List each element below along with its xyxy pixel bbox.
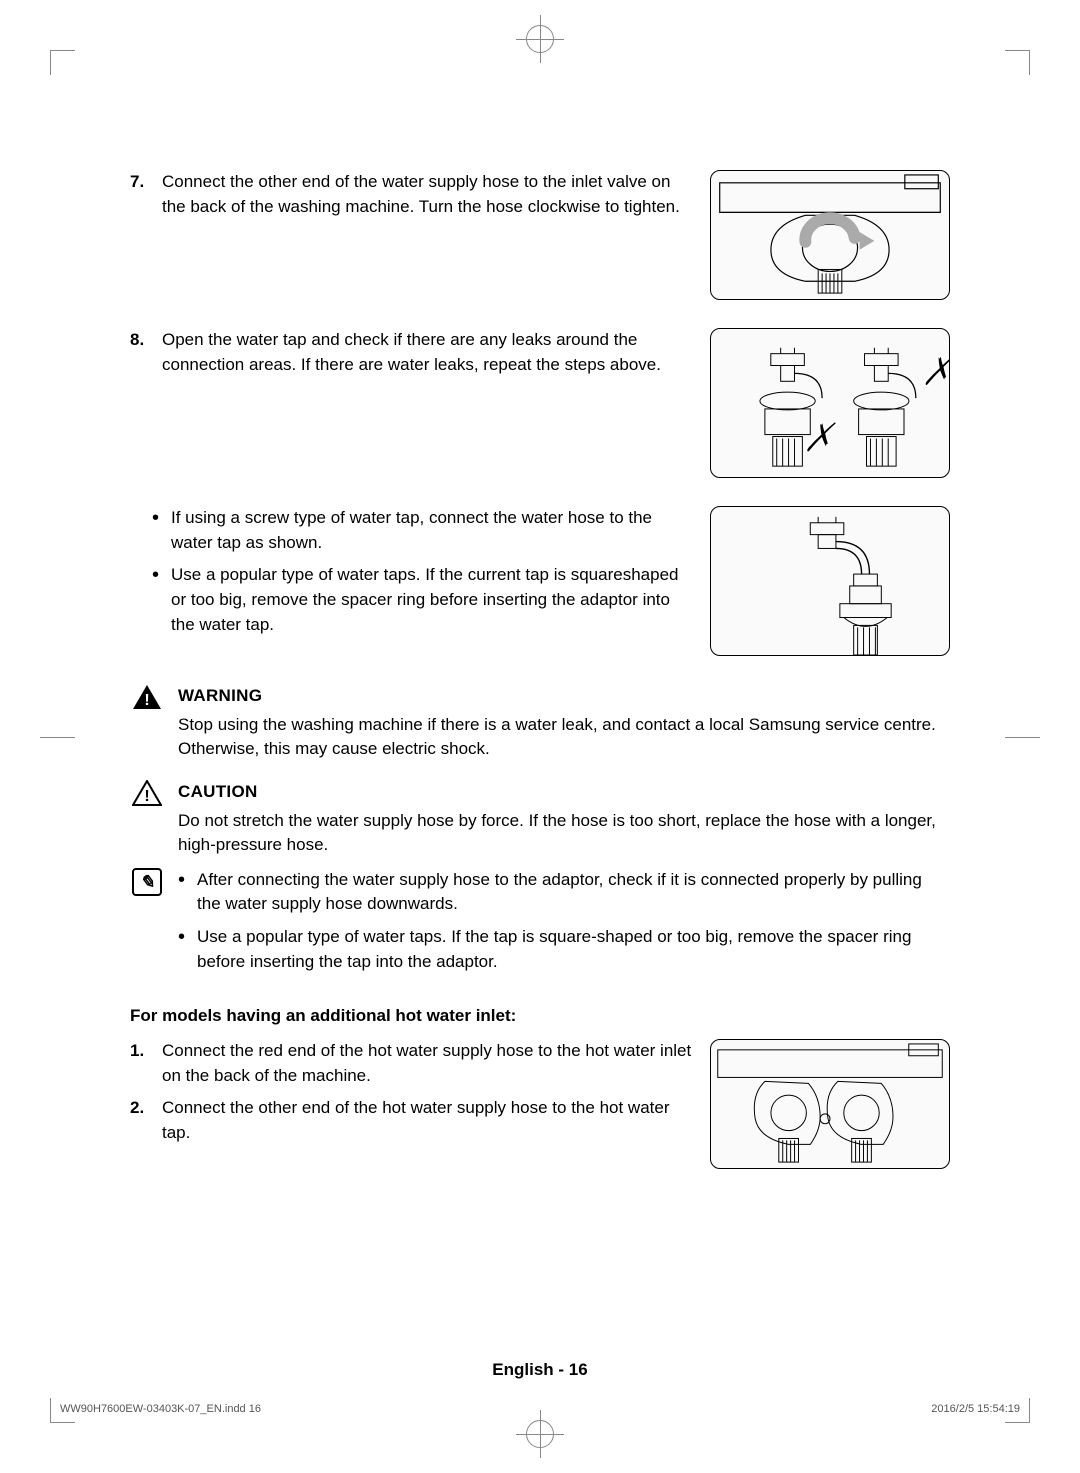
tip-bullets: If using a screw type of water tap, conn… (152, 506, 692, 645)
svg-text:✗: ✗ (800, 414, 839, 462)
step-7-body: Connect the other end of the water suppl… (162, 170, 692, 219)
illustration-inlet-valve (710, 170, 950, 300)
note-callout: ✎ After connecting the water supply hose… (130, 868, 950, 983)
tip-b2: Use a popular type of water taps. If the… (171, 563, 692, 637)
note-bullets: After connecting the water supply hose t… (178, 868, 950, 975)
warning-callout: ! WARNING Stop using the washing machine… (130, 684, 950, 762)
note-item: Use a popular type of water taps. If the… (178, 925, 950, 974)
svg-text:!: ! (144, 692, 149, 709)
svg-text:!: ! (144, 788, 149, 805)
tip-bullet: If using a screw type of water tap, conn… (152, 506, 692, 555)
step-7-number: 7. (130, 170, 152, 219)
footer-file: WW90H7600EW-03403K-07_EN.indd 16 (60, 1402, 261, 1418)
screw-tap-text: If using a screw type of water tap, conn… (130, 506, 692, 645)
hot-step-1: 1. Connect the red end of the hot water … (130, 1039, 692, 1088)
hot-step-1-body: Connect the red end of the hot water sup… (162, 1039, 692, 1088)
crop-mark (1005, 50, 1030, 75)
note-n1: After connecting the water supply hose t… (197, 868, 950, 917)
step-8-text: 8. Open the water tap and check if there… (130, 328, 692, 377)
caution-icon: ! (130, 780, 164, 806)
footer-date: 2016/2/5 15:54:19 (931, 1402, 1020, 1418)
page-content: 7. Connect the other end of the water su… (130, 170, 950, 1197)
note-icon: ✎ (130, 868, 164, 896)
step-8-number: 8. (130, 328, 152, 377)
crop-mark (50, 50, 75, 75)
registration-mark-icon (516, 15, 564, 63)
svg-text:✗: ✗ (919, 348, 949, 396)
caution-title: CAUTION (178, 780, 950, 805)
screw-tap-row: If using a screw type of water tap, conn… (130, 506, 950, 656)
warning-text: Stop using the washing machine if there … (178, 713, 950, 762)
caution-text: Do not stretch the water supply hose by … (178, 809, 950, 858)
note-body: After connecting the water supply hose t… (178, 868, 950, 983)
caution-body: CAUTION Do not stretch the water supply … (178, 780, 950, 858)
hot-step-2-body: Connect the other end of the hot water s… (162, 1096, 692, 1145)
registration-mark-icon (516, 1410, 564, 1458)
page-number: English - 16 (492, 1358, 587, 1383)
illustration-screw-tap (710, 506, 950, 656)
step-8-row: 8. Open the water tap and check if there… (130, 328, 950, 478)
illustration-taps-leak: ✗ ✗ (710, 328, 950, 478)
hot-water-steps: 1. Connect the red end of the hot water … (130, 1039, 692, 1146)
hot-step-1-num: 1. (130, 1039, 152, 1088)
step-7-text: 7. Connect the other end of the water su… (130, 170, 692, 219)
illustration-dual-inlet (710, 1039, 950, 1169)
tip-b1: If using a screw type of water tap, conn… (171, 506, 692, 555)
hot-step-2-num: 2. (130, 1096, 152, 1145)
step-7-row: 7. Connect the other end of the water su… (130, 170, 950, 300)
crop-mark (1005, 737, 1040, 738)
hot-step-2: 2. Connect the other end of the hot wate… (130, 1096, 692, 1145)
warning-body: WARNING Stop using the washing machine i… (178, 684, 950, 762)
caution-callout: ! CAUTION Do not stretch the water suppl… (130, 780, 950, 858)
note-item: After connecting the water supply hose t… (178, 868, 950, 917)
crop-mark (40, 737, 75, 738)
warning-icon: ! (130, 684, 164, 710)
step-8-body: Open the water tap and check if there ar… (162, 328, 692, 377)
hot-water-row: 1. Connect the red end of the hot water … (130, 1039, 950, 1169)
hot-water-heading: For models having an additional hot wate… (130, 1004, 950, 1029)
note-n2: Use a popular type of water taps. If the… (197, 925, 950, 974)
tip-bullet: Use a popular type of water taps. If the… (152, 563, 692, 637)
warning-title: WARNING (178, 684, 950, 709)
